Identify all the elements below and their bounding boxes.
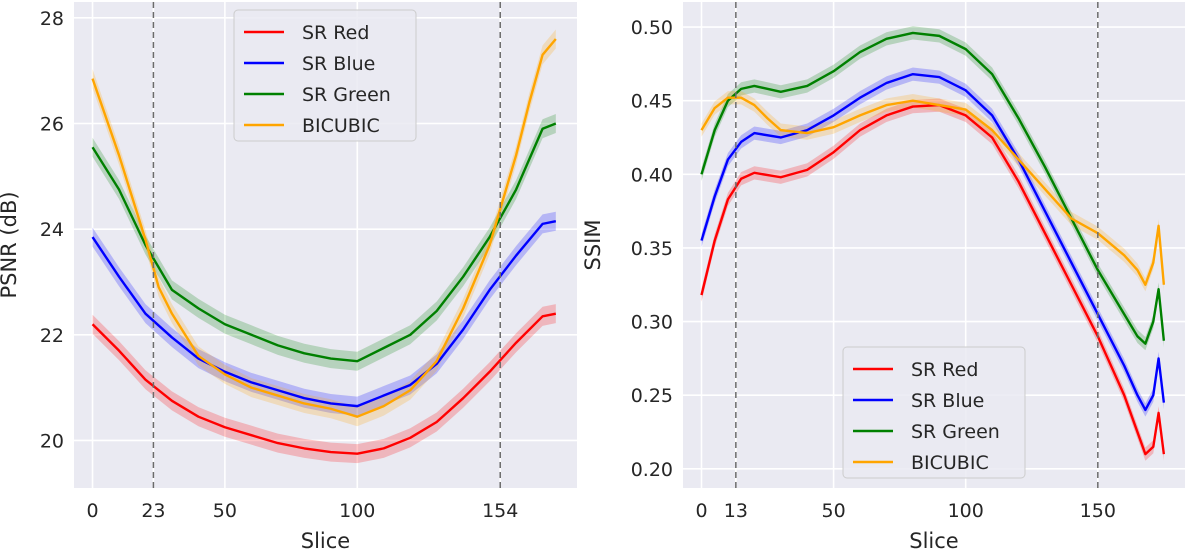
x-axis-label: Slice	[909, 529, 958, 552]
legend-box	[842, 346, 1026, 479]
x-tick-label: 100	[339, 500, 375, 522]
y-tick-label: 20	[40, 430, 64, 452]
x-tick-label: 100	[948, 500, 984, 522]
legend-label: SR Red	[911, 359, 978, 381]
y-tick-label: 0.30	[631, 312, 673, 334]
legend-label: SR Red	[302, 22, 369, 44]
y-tick-label: 22	[40, 325, 64, 347]
series-layer	[700, 26, 1166, 461]
y-tick-label: 24	[40, 219, 64, 241]
confidence-band-sr-red	[701, 98, 1164, 461]
y-tick-label: 0.50	[631, 17, 673, 39]
legend-label: SR Blue	[911, 390, 984, 412]
chart-panel-2: 0 13 50 100 150 0.20 0.25 0.30 0.35 0.40 0.45 0.50 S…	[581, 2, 1185, 552]
x-tick-label: 50	[822, 500, 846, 522]
y-axis-label: SSIM	[581, 220, 605, 271]
y-tick-label: 0.25	[631, 385, 673, 407]
legend-label: SR Green	[302, 84, 391, 106]
y-tick-label: 26	[40, 114, 64, 136]
legend-label: SR Blue	[302, 53, 375, 75]
y-tick-label: 0.35	[631, 238, 673, 260]
series-line-sr-green	[700, 31, 1166, 345]
y-tick-label: 28	[40, 8, 64, 30]
series-line-sr-green	[91, 122, 557, 363]
y-tick-label: 0.40	[631, 164, 673, 186]
series-layer	[91, 29, 557, 464]
x-tick-label: 13	[724, 500, 748, 522]
series-line-sr-blue	[91, 220, 557, 408]
x-tick-label: 154	[482, 500, 518, 522]
x-tick-label: 150	[1080, 500, 1116, 522]
legend-label: BICUBIC	[302, 115, 380, 137]
series-line-sr-red	[91, 312, 557, 455]
x-tick-label: 0	[86, 500, 98, 522]
legend: SR Red SR Blue SR Green BICUBIC	[233, 9, 417, 142]
confidence-band-sr-red	[92, 304, 556, 464]
series-line-bicubic	[700, 96, 1166, 286]
legend-box	[233, 9, 417, 142]
chart-panel-1: 0 23 50 100 154 20 22 24 26 28 Slice PSNR (dB) SR Re…	[0, 2, 577, 552]
series-line-sr-blue	[700, 72, 1166, 412]
y-tick-label: 0.45	[631, 91, 673, 113]
legend: SR Red SR Blue SR Green BICUBIC	[842, 346, 1026, 479]
legend-label: SR Green	[911, 421, 1000, 443]
x-axis-label: Slice	[301, 529, 350, 552]
series-line-sr-red	[700, 103, 1166, 456]
x-tick-label: 50	[213, 500, 237, 522]
legend-label: BICUBIC	[911, 452, 989, 474]
y-tick-label: 0.20	[631, 459, 673, 481]
x-tick-label: 23	[141, 500, 165, 522]
series-line-bicubic	[91, 38, 557, 418]
y-axis-label: PSNR (dB)	[0, 191, 21, 298]
x-tick-label: 0	[695, 500, 707, 522]
